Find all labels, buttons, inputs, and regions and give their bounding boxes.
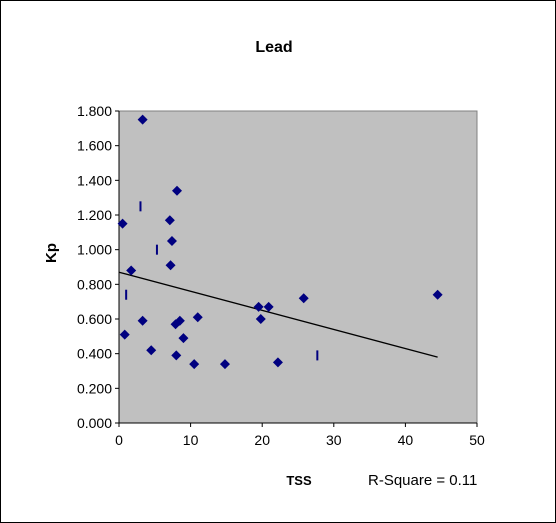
y-tick-label: 0.400 bbox=[77, 346, 112, 362]
data-point bbox=[137, 315, 148, 326]
data-point bbox=[164, 215, 175, 226]
x-tick-label: 20 bbox=[254, 432, 270, 448]
data-point bbox=[174, 315, 185, 326]
data-point bbox=[272, 357, 283, 368]
data-point bbox=[119, 329, 130, 340]
data-point bbox=[171, 350, 182, 361]
data-point bbox=[165, 260, 176, 271]
data-point bbox=[189, 359, 200, 370]
x-axis-ticks: 0 10 20 30 40 50 bbox=[115, 423, 485, 448]
x-tick-label: 40 bbox=[398, 432, 414, 448]
data-point bbox=[253, 301, 264, 312]
y-tick-label: 1.400 bbox=[77, 172, 112, 188]
x-tick-label: 10 bbox=[183, 432, 199, 448]
y-tick-label: 1.600 bbox=[77, 138, 112, 154]
data-marker-tick bbox=[316, 350, 319, 361]
y-tick-label: 0.000 bbox=[77, 415, 112, 431]
data-point bbox=[219, 359, 230, 370]
data-marker-tick bbox=[155, 244, 158, 255]
data-point bbox=[432, 289, 443, 300]
data-point bbox=[126, 265, 137, 276]
data-point bbox=[255, 314, 266, 324]
data-point bbox=[263, 301, 274, 312]
y-tick-label: 0.800 bbox=[77, 276, 112, 292]
y-tick-label: 1.000 bbox=[77, 242, 112, 258]
data-point bbox=[178, 333, 189, 344]
data-points-layer bbox=[117, 114, 443, 370]
y-axis-label: Kp bbox=[43, 243, 60, 263]
data-point bbox=[298, 293, 309, 304]
trendline bbox=[118, 271, 438, 358]
y-tick-label: 1.800 bbox=[77, 103, 112, 119]
data-point bbox=[171, 185, 182, 196]
x-tick-label: 30 bbox=[326, 432, 342, 448]
y-tick-label: 1.200 bbox=[77, 207, 112, 223]
data-point bbox=[166, 236, 177, 246]
x-axis-label: TSS bbox=[286, 473, 312, 488]
y-tick-label: 0.600 bbox=[77, 311, 112, 327]
x-tick-label: 50 bbox=[469, 432, 485, 448]
plot-area bbox=[118, 110, 478, 424]
y-tick-label: 0.200 bbox=[77, 380, 112, 396]
data-marker-tick bbox=[139, 201, 142, 212]
r-square-annotation: R-Square = 0.11 bbox=[368, 472, 477, 489]
x-tick-label: 0 bbox=[115, 432, 123, 448]
data-point bbox=[137, 114, 148, 125]
data-marker-tick bbox=[125, 289, 128, 300]
chart-title: Lead bbox=[255, 39, 292, 56]
data-point bbox=[192, 312, 203, 323]
trendline-layer bbox=[118, 271, 438, 358]
y-axis-ticks: 0.000 0.200 0.400 0.600 0.800 1.000 1.200 1.400… bbox=[77, 103, 119, 431]
data-point bbox=[146, 345, 157, 356]
data-point bbox=[117, 218, 128, 229]
